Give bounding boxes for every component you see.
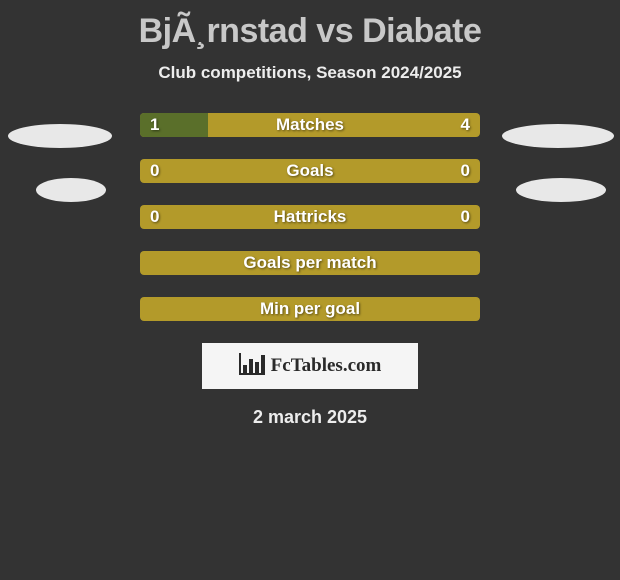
bar-right-value: 0 [461,159,470,183]
stat-bar: 1Matches4 [140,113,480,137]
stat-bar: 0Goals0 [140,159,480,183]
bar-label: Goals per match [140,251,480,275]
stat-bar: Goals per match [140,251,480,275]
footer-date: 2 march 2025 [0,407,620,428]
bar-chart-icon [239,353,265,380]
page-title: BjÃ¸rnstad vs Diabate [0,0,620,51]
stat-bar: 0Hattricks0 [140,205,480,229]
decorative-ellipse [36,178,106,202]
bar-label: Matches [140,113,480,137]
bar-right-value: 4 [461,113,470,137]
season-subtitle: Club competitions, Season 2024/2025 [0,63,620,83]
bar-label: Hattricks [140,205,480,229]
fctables-logo: FcTables.com [202,343,418,389]
stat-bar: Min per goal [140,297,480,321]
decorative-ellipse [516,178,606,202]
decorative-ellipse [8,124,112,148]
decorative-ellipse [502,124,614,148]
bar-right-value: 0 [461,205,470,229]
bar-label: Goals [140,159,480,183]
logo-text: FcTables.com [271,355,382,377]
bar-label: Min per goal [140,297,480,321]
